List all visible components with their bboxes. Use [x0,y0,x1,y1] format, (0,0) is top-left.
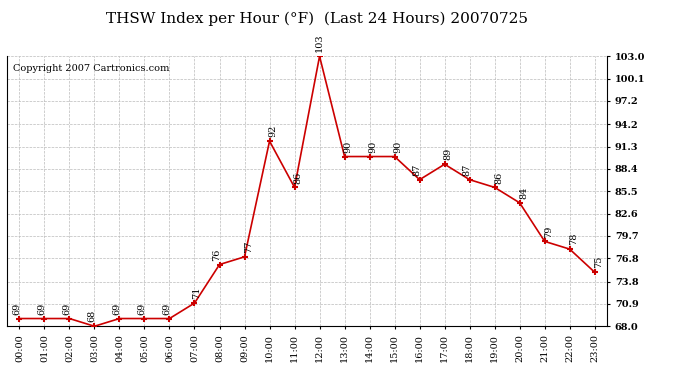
Text: 86: 86 [494,171,503,183]
Text: THSW Index per Hour (°F)  (Last 24 Hours) 20070725: THSW Index per Hour (°F) (Last 24 Hours)… [106,11,529,26]
Text: 69: 69 [37,302,46,315]
Text: 76: 76 [213,248,221,261]
Text: 92: 92 [269,125,278,137]
Text: 69: 69 [12,302,21,315]
Text: 71: 71 [193,287,201,299]
Text: Copyright 2007 Cartronics.com: Copyright 2007 Cartronics.com [13,64,169,74]
Text: 87: 87 [462,164,472,176]
Text: 75: 75 [594,256,603,268]
Text: 78: 78 [569,233,578,245]
Text: 84: 84 [519,187,528,199]
Text: 90: 90 [394,140,403,153]
Text: 69: 69 [162,302,172,315]
Text: 103: 103 [315,34,324,53]
Text: 69: 69 [62,302,72,315]
Text: 68: 68 [88,310,97,322]
Text: 69: 69 [112,302,121,315]
Text: 90: 90 [344,140,353,153]
Text: 89: 89 [444,148,453,160]
Text: 79: 79 [544,225,553,237]
Text: 86: 86 [294,171,303,183]
Text: 90: 90 [369,140,378,153]
Text: 87: 87 [413,164,422,176]
Text: 69: 69 [137,302,146,315]
Text: 77: 77 [244,240,253,253]
